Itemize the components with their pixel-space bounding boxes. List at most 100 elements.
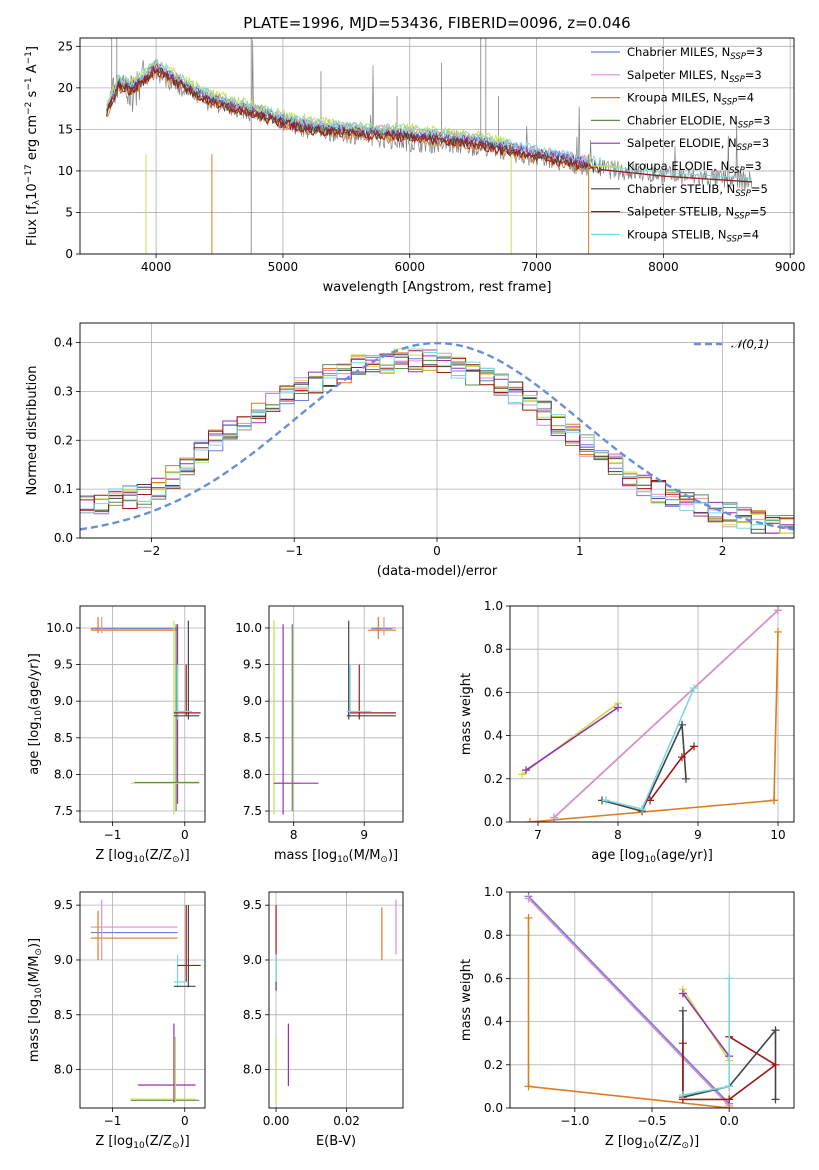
axes-frame <box>79 322 795 539</box>
x-tick-label: −1 <box>104 1114 122 1128</box>
y-tick-label: 0.0 <box>484 1101 503 1115</box>
y-tick-label: 9.0 <box>54 953 73 967</box>
x-axis-label-part: )] <box>689 1134 699 1149</box>
y-axis-label-part: −2 <box>24 102 34 115</box>
y-tick-label: 0.6 <box>484 971 503 985</box>
legend-label-count: =3 <box>753 113 770 127</box>
y-tick-label: 0.0 <box>54 531 73 545</box>
x-tick-label: −1 <box>285 544 303 558</box>
legend-label-count: =3 <box>752 136 769 150</box>
weight-marker-salpeter-miles <box>774 606 782 615</box>
y-axis-label-part: 10 <box>34 987 44 999</box>
plot-area <box>524 892 780 1108</box>
legend-label-text: Kroupa ELODIE, N <box>627 159 729 173</box>
weight-line-kroupa-miles <box>529 631 779 822</box>
y-tick-label: 0.6 <box>484 685 503 699</box>
y-tick-label: 20 <box>58 81 73 95</box>
plot-area <box>80 341 794 534</box>
y-tick-label: 25 <box>58 39 73 53</box>
weight-line-salpeter-elodie <box>525 706 619 771</box>
legend-label-count: =3 <box>745 68 762 82</box>
histogram-kroupa-miles <box>80 352 794 534</box>
y-axis-label-part: s <box>25 90 40 101</box>
axes-frame <box>268 605 404 823</box>
y-axis-label: mass weight <box>459 959 474 1041</box>
plot-area <box>518 606 782 822</box>
panel-age-vs-Z: −1 07.58.08.59.09.510.0Z [log10(Z/Z⊙)]age… <box>27 605 206 865</box>
x-tick-label: 8 <box>614 828 622 842</box>
y-tick-label: 0.2 <box>484 772 503 786</box>
y-tick-label: 10.0 <box>235 621 262 635</box>
y-tick-label: 0.2 <box>484 1058 503 1072</box>
weight-line-salpeter-miles <box>553 609 779 819</box>
legend-label-kroupa-elodie: Kroupa ELODIE, NSSP=3 <box>627 159 762 176</box>
weight-marker-kroupa-stelib <box>725 1082 734 1091</box>
x-axis-label: mass [log10(M/M⊙)] <box>274 848 398 865</box>
y-axis-label-part: (age/yr)] <box>27 653 42 710</box>
y-tick-label: 0.1 <box>54 482 73 496</box>
legend-label-subscript: SSP <box>735 189 751 199</box>
x-axis-label: Z [log10(Z/Z⊙)] <box>605 1134 699 1151</box>
weight-marker-salpeter-stelib <box>678 1039 687 1048</box>
y-tick-label: 8.0 <box>54 767 73 781</box>
weight-marker-salpeter-stelib <box>771 1060 780 1069</box>
legend-label-subscript: SSP <box>722 98 738 108</box>
legend-label-count: =4 <box>742 227 759 241</box>
x-tick-label: −0.5 <box>637 1114 666 1128</box>
x-axis-label: Z [log10(Z/Z⊙)] <box>95 848 189 865</box>
x-tick-label: 0 <box>181 1114 189 1128</box>
x-axis-label-part: 10 <box>133 1141 145 1151</box>
x-tick-label: 4000 <box>141 260 172 274</box>
weight-marker-kroupa-stelib <box>678 1091 687 1100</box>
x-axis-label-part: ⊙ <box>681 1141 689 1151</box>
weight-line-salpeter-elodie <box>682 993 730 1057</box>
spectrum-model-kroupa-stelib <box>106 59 753 179</box>
legend-label-chabrier-miles: Chabrier MILES, NSSP=3 <box>627 45 763 62</box>
weight-marker-chabrier-stelib <box>771 1026 780 1035</box>
x-axis-label-part: Z [log <box>95 1134 133 1149</box>
legend-label-text: Kroupa MILES, N <box>627 91 722 105</box>
x-tick-label: 0 <box>181 828 189 842</box>
x-axis-label-part: mass [log <box>274 848 337 863</box>
x-tick-label: 1 <box>576 544 584 558</box>
y-tick-label: 8.5 <box>243 731 262 745</box>
y-tick-label: 8.0 <box>243 1063 262 1077</box>
x-tick-label: 7000 <box>521 260 552 274</box>
legend-label-count: =4 <box>737 91 754 105</box>
legend-label-text: Salpeter ELODIE, N <box>627 136 737 150</box>
weight-marker-chabrier-stelib <box>682 774 690 783</box>
x-axis-label: (data-model)/error <box>377 564 498 579</box>
x-axis-label-part: ⊙ <box>380 855 388 865</box>
x-tick-label: 8 <box>290 828 298 842</box>
legend-label-text: Chabrier MILES, N <box>627 45 730 59</box>
y-tick-label: 10 <box>58 164 73 178</box>
legend-label-text: Chabrier ELODIE, N <box>627 113 738 127</box>
y-axis-label-part: A <box>25 64 40 77</box>
x-tick-label: 5000 <box>268 260 299 274</box>
y-axis-label-part: −1 <box>24 51 34 64</box>
weight-marker-chabrier-stelib <box>678 1006 687 1015</box>
x-axis-label-part: 10 <box>133 855 145 865</box>
y-tick-label: 8.0 <box>243 767 262 781</box>
plot-area <box>275 899 397 1103</box>
x-axis-label-part: )] <box>180 848 190 863</box>
x-tick-label: 0.00 <box>263 1114 290 1128</box>
x-axis-label-part: ⊙ <box>172 1141 180 1151</box>
x-axis-label-part: Z [log <box>605 1134 643 1149</box>
x-tick-label: −1 <box>104 828 122 842</box>
weight-marker-kroupa-stelib <box>690 684 698 693</box>
y-tick-label: 9.0 <box>54 694 73 708</box>
weight-marker-kroupa-miles <box>770 796 778 805</box>
legend-label-count: =3 <box>746 45 763 59</box>
legend-label-count: =3 <box>745 159 762 173</box>
weight-marker-kroupa-stelib <box>725 974 734 983</box>
weight-line-kroupa-stelib <box>605 687 695 810</box>
x-tick-label: 6000 <box>394 260 425 274</box>
legend-label-subscript: SSP <box>738 120 754 130</box>
histogram-kroupa-stelib <box>80 348 794 529</box>
y-axis-label: mass weight <box>459 673 474 755</box>
legend-label-count: =5 <box>751 182 768 196</box>
x-axis-label-part: 10 <box>643 1141 655 1151</box>
x-axis-label-part: (Z/Z <box>145 848 172 863</box>
legend-label-count: =5 <box>750 205 767 219</box>
